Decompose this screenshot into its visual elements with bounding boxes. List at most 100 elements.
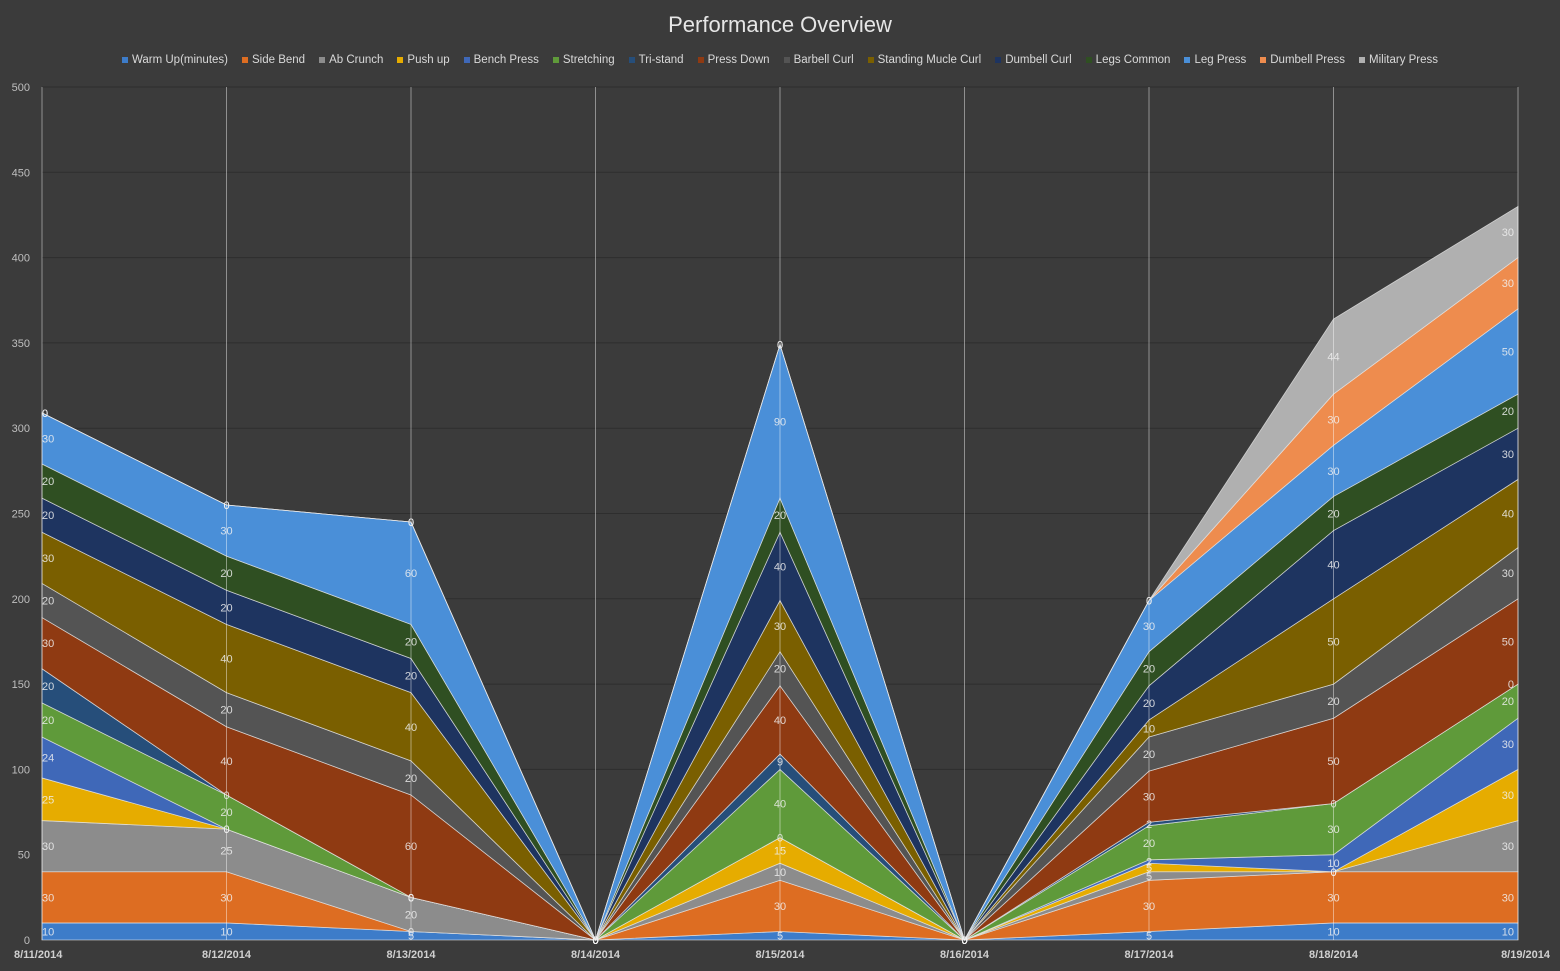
data-label: 5	[1146, 871, 1152, 883]
legend-item-barbell-curl: Barbell Curl	[783, 54, 854, 66]
data-label: 30	[1502, 568, 1514, 580]
data-label: 90	[774, 416, 786, 428]
legend-swatch	[697, 57, 704, 63]
data-label: 0	[961, 935, 967, 947]
data-label: 40	[405, 722, 417, 734]
data-label: 0	[223, 790, 229, 802]
data-label: 20	[774, 664, 786, 676]
data-label: 30	[774, 621, 786, 633]
data-label: 60	[405, 841, 417, 853]
legend-label: Dumbell Curl	[1005, 54, 1072, 66]
data-label: 50	[1327, 756, 1339, 768]
data-label: 20	[1502, 696, 1514, 708]
legend-item-leg-press: Leg Press	[1184, 54, 1246, 66]
data-label: 0	[592, 935, 598, 947]
data-label: 2	[1146, 819, 1152, 831]
data-label: 0	[223, 824, 229, 836]
data-label: 30	[1143, 621, 1155, 633]
data-label: 9	[777, 757, 783, 769]
data-label: 20	[774, 510, 786, 522]
data-label: 0	[408, 892, 414, 904]
data-label: 30	[1502, 278, 1514, 290]
legend-swatch	[242, 57, 248, 63]
legend-item-dumbell-press: Dumbell Press	[1260, 54, 1345, 66]
data-label: 0	[592, 935, 598, 947]
data-label: 0	[592, 935, 598, 947]
legend-swatch	[1260, 57, 1267, 63]
chart-legend: Warm Up(minutes) Side Bend Ab Crunch Push u…	[0, 54, 1560, 66]
data-label: 10	[1502, 926, 1514, 938]
data-label: 20	[405, 773, 417, 785]
data-label: 0	[961, 935, 967, 947]
data-label: 0	[961, 935, 967, 947]
data-label: 30	[1502, 449, 1514, 461]
data-label: 30	[1502, 892, 1514, 904]
data-label: 0	[1330, 799, 1336, 811]
data-label: 20	[1327, 696, 1339, 708]
data-label: 10	[1327, 858, 1339, 870]
legend-swatch	[319, 57, 326, 63]
data-label: 0	[408, 892, 414, 904]
x-tick-label: 8/19/2014	[1501, 949, 1551, 961]
data-label: 0	[42, 408, 48, 420]
data-label: 30	[1327, 892, 1339, 904]
data-label: 0	[592, 935, 598, 947]
data-label: 30	[1327, 824, 1339, 836]
data-label: 40	[774, 561, 786, 573]
legend-item-tri-stand: Tri-stand	[628, 54, 684, 66]
data-label: 30	[42, 433, 54, 445]
legend-label: Legs Common	[1095, 54, 1171, 66]
data-label: 0	[592, 935, 598, 947]
data-label: 0	[592, 935, 598, 947]
data-label: 0	[777, 340, 783, 352]
data-label: 0	[961, 935, 967, 947]
data-label: 50	[1502, 346, 1514, 358]
data-label: 20	[1143, 664, 1155, 676]
data-label: 30	[220, 526, 232, 538]
data-label: 10	[1143, 723, 1155, 735]
data-label: 40	[774, 799, 786, 811]
legend-label: Side Bend	[252, 54, 306, 66]
data-label: 20	[405, 909, 417, 921]
data-label: 30	[1143, 792, 1155, 804]
legend-swatch	[397, 57, 404, 63]
y-tick-label: 100	[12, 764, 30, 776]
data-label: 30	[42, 841, 54, 853]
data-label: 40	[1502, 509, 1514, 521]
data-label: 5	[1146, 862, 1152, 874]
data-label: 0	[592, 935, 598, 947]
legend-swatch	[121, 57, 128, 63]
legend-item-dumbell-curl: Dumbell Curl	[995, 54, 1072, 66]
x-tick-label: 8/12/2014	[202, 949, 252, 961]
data-label: 0	[961, 935, 967, 947]
legend-label: Bench Press	[473, 54, 539, 66]
data-label: 0	[592, 935, 598, 947]
data-label: 5	[1146, 931, 1152, 943]
data-label: 0	[961, 935, 967, 947]
data-label: 30	[42, 553, 54, 565]
x-tick-label: 8/14/2014	[571, 949, 621, 961]
data-label: 20	[42, 681, 54, 693]
data-label: 2	[1146, 857, 1152, 869]
data-label: 20	[405, 636, 417, 648]
legend-swatch	[463, 57, 470, 63]
data-label: 44	[1327, 352, 1339, 364]
data-label: 0	[408, 892, 414, 904]
data-label: 20	[42, 510, 54, 522]
data-label: 40	[1327, 560, 1339, 572]
data-label: 20	[1143, 838, 1155, 850]
data-label: 20	[220, 602, 232, 614]
y-tick-label: 300	[12, 423, 30, 435]
data-label: 20	[405, 671, 417, 683]
legend-item-bench-press: Bench Press	[463, 54, 539, 66]
data-label: 30	[774, 901, 786, 913]
data-label: 0	[961, 935, 967, 947]
data-label: 0	[592, 935, 598, 947]
legend-item-push-up: Push up	[397, 54, 450, 66]
y-tick-label: 450	[12, 167, 30, 179]
data-label: 0	[223, 500, 229, 512]
legend-label: Press Down	[707, 54, 770, 66]
data-label: 20	[220, 568, 232, 580]
y-tick-label: 250	[12, 509, 30, 521]
